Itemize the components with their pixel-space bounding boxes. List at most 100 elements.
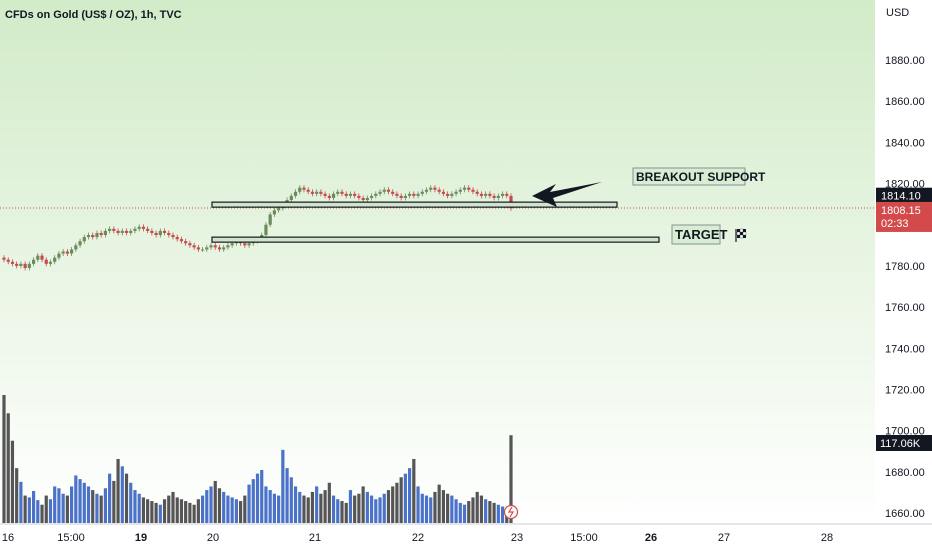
candle-body	[129, 230, 133, 233]
volume-bar	[310, 491, 315, 523]
candle-body	[289, 195, 293, 201]
candle-body	[416, 193, 420, 196]
volume-bar	[344, 502, 348, 523]
candle-body	[108, 228, 112, 231]
volume-bar	[450, 495, 454, 523]
volume-bar	[171, 491, 175, 523]
chart-title[interactable]: CFDs on Gold (US$ / OZ), 1h, TVC	[5, 9, 182, 21]
candle-body	[298, 187, 302, 192]
volume-bar	[74, 475, 78, 523]
price-tick-label: 1880.00	[885, 55, 925, 67]
candle-body	[340, 191, 344, 194]
volume-bar	[255, 473, 260, 523]
volume-bar	[44, 495, 48, 523]
volume-bar	[213, 480, 217, 523]
volume-bar	[86, 486, 91, 523]
volume-bar	[412, 459, 416, 523]
candle-body	[488, 193, 492, 196]
candle-body	[302, 187, 306, 190]
candle-body	[217, 247, 222, 250]
target-zone[interactable]	[211, 236, 660, 243]
volume-bar	[53, 486, 57, 523]
volume-bar	[289, 477, 293, 523]
candle-body	[450, 193, 454, 196]
volume-bar	[188, 502, 192, 523]
candle-body	[65, 251, 69, 254]
breakout-support-rect[interactable]	[211, 201, 618, 208]
volume-bar	[365, 491, 369, 523]
candle-body	[467, 187, 471, 190]
candle-body	[272, 210, 276, 215]
candle-body	[492, 195, 496, 198]
candle-body	[209, 245, 213, 248]
candle-body	[36, 255, 40, 260]
volume-bar	[99, 495, 103, 523]
candle-body	[454, 191, 458, 194]
volume-bar	[403, 473, 407, 523]
volume-bar	[175, 497, 179, 523]
volume-bar	[48, 499, 53, 523]
candle-body	[268, 214, 272, 225]
volume-bar	[306, 497, 310, 523]
candle-body	[57, 253, 61, 258]
candle-body	[420, 191, 424, 194]
countdown-label: 02:33	[881, 218, 909, 230]
target-label-box[interactable]: TARGET	[671, 224, 728, 245]
volume-bar	[70, 486, 74, 523]
volume-bar	[196, 499, 200, 523]
candle-body	[141, 226, 146, 229]
volume-label: 117.06K	[880, 438, 921, 450]
candle-body	[412, 193, 416, 196]
breakout-support-label: BREAKOUT SUPPORT	[636, 170, 766, 184]
volume-bar	[146, 499, 150, 523]
candle-body	[315, 191, 319, 194]
volume-bar	[222, 491, 226, 523]
candle-body	[277, 208, 281, 211]
volume-bar	[391, 486, 395, 523]
target-rect[interactable]	[211, 236, 660, 243]
candle-body	[213, 245, 217, 248]
volume-bar	[23, 495, 27, 523]
candle-body	[353, 193, 357, 196]
volume-bar	[285, 468, 289, 523]
candle-body	[462, 187, 467, 190]
time-tick-label: 19	[135, 532, 147, 544]
candle-body	[424, 189, 429, 192]
time-axis[interactable]: 16 15:00 19 20 21 22 23 15:00 26 27 28	[2, 532, 833, 544]
price-axis[interactable]: 1880.00 1860.00 1840.00 1820.00 1780.00 1760.…	[885, 55, 925, 520]
volume-bar	[179, 499, 184, 523]
volume-bar	[500, 506, 505, 523]
candle-body	[496, 195, 500, 198]
candle-body	[162, 230, 167, 233]
volume-bar	[327, 482, 331, 523]
candle-body	[446, 193, 450, 196]
breakout-support-zone[interactable]	[211, 201, 618, 208]
volume-bar	[272, 493, 276, 523]
volume-bar	[120, 466, 124, 523]
candle-body	[150, 230, 154, 233]
level-badge-bg	[876, 187, 932, 204]
volume-bar	[399, 477, 403, 523]
breakout-support-label-box[interactable]: BREAKOUT SUPPORT	[632, 167, 766, 186]
candle-body	[306, 189, 310, 192]
volume-bar	[479, 495, 484, 523]
candle-body	[336, 191, 340, 194]
candle-body	[484, 193, 488, 196]
volume-bar	[496, 504, 500, 523]
candle-body	[323, 193, 327, 196]
volume-bar	[264, 486, 268, 523]
volume-bar	[209, 486, 213, 523]
lightning-icon[interactable]	[503, 504, 519, 520]
price-tick-label: 1680.00	[885, 467, 925, 479]
volume-bar	[10, 440, 15, 523]
price-tick-label: 1840.00	[885, 137, 925, 149]
candle-body	[391, 191, 395, 194]
arrow-left-icon[interactable]	[532, 182, 602, 207]
volume-bar	[61, 493, 65, 523]
volume-bar	[475, 491, 479, 523]
volume-bar	[184, 501, 188, 523]
volume-badge: 117.06K	[876, 435, 932, 451]
volume-bar	[488, 501, 492, 523]
